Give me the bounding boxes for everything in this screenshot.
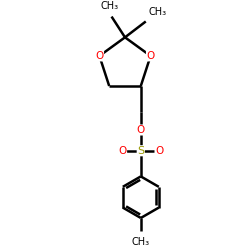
Text: O: O	[155, 146, 163, 156]
Text: O: O	[137, 125, 145, 135]
Text: CH₃: CH₃	[148, 6, 166, 16]
Text: O: O	[118, 146, 126, 156]
Text: CH₃: CH₃	[132, 237, 150, 247]
Text: S: S	[137, 146, 144, 156]
Text: CH₃: CH₃	[100, 1, 119, 11]
Text: O: O	[95, 51, 104, 61]
Text: O: O	[146, 51, 155, 61]
